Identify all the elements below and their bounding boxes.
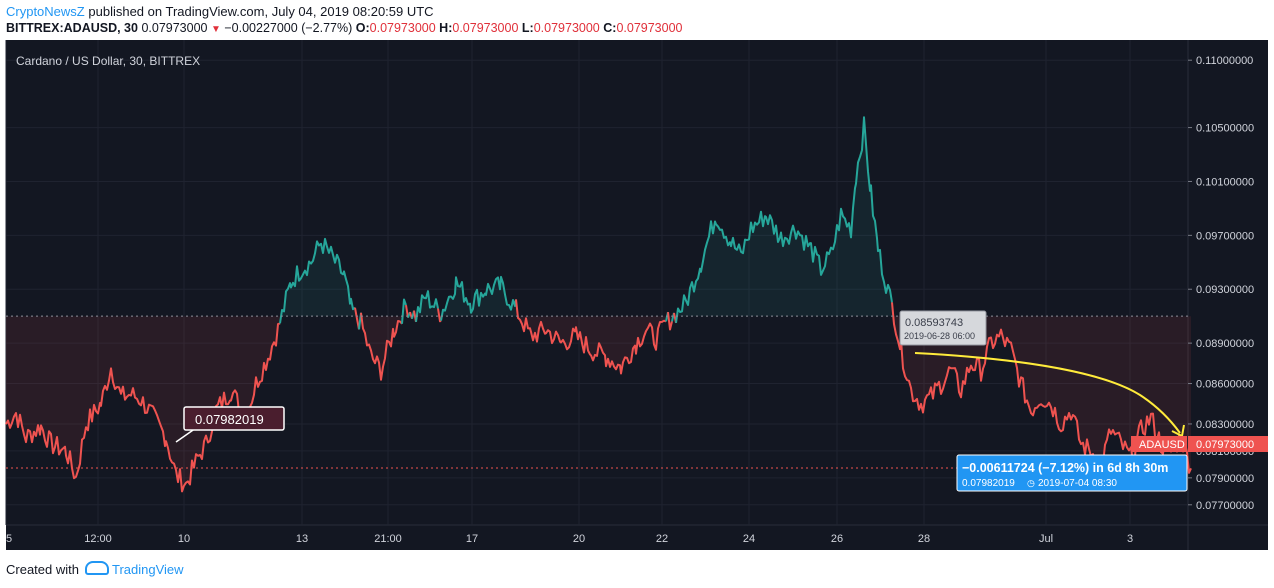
x-tick-label-9: 26 (831, 533, 843, 545)
series-segment-14 (515, 299, 667, 375)
price-chart[interactable]: 0.11000000 0.10500000 0.10100000 0.09700000… (0, 40, 1274, 550)
price-label-left: 0.07982019 (195, 412, 264, 427)
area-segment-0 (6, 316, 280, 492)
price-label-left-box[interactable] (183, 406, 285, 431)
chart-title: Cardano / US Dollar, 30, BITTREX (16, 54, 200, 68)
y-tick-label-2: 0.10100000 (1196, 176, 1254, 188)
last-symbol-tag (1131, 436, 1187, 452)
last-price-tag (1188, 436, 1268, 452)
measure-box[interactable] (956, 454, 1188, 492)
series-segment-19 (675, 116, 893, 324)
y-tick-label-4: 0.09300000 (1196, 284, 1254, 296)
y-tick-label-0: 0.11000000 (1196, 55, 1253, 67)
x-tick-label-11: Jul (1039, 533, 1053, 545)
y-tick-label-10: 0.07700000 (1196, 500, 1254, 512)
price-label-mid: 0.08593743 (905, 317, 963, 329)
x-tick-label-10: 28 (918, 533, 930, 545)
y-tick-label-7: 0.08300000 (1196, 419, 1254, 431)
trend-curve (914, 352, 1181, 434)
y-tick-label-3: 0.09700000 (1196, 230, 1254, 242)
symbol-label: BITTREX:ADAUSD, 30 (6, 21, 138, 35)
y-tick-label-1: 0.10500000 (1196, 123, 1254, 135)
y-tick-label-5: 0.08900000 (1196, 338, 1254, 350)
x-tick-label-0: 5 (6, 533, 12, 545)
close-value: 0.07973000 (616, 21, 683, 35)
high-value: 0.07973000 (452, 21, 519, 35)
x-tick-label-3: 13 (296, 533, 308, 545)
measure-line1: −0.00611724 (−7.12%) in 6d 8h 30m (962, 461, 1168, 475)
series-segment-4 (360, 312, 403, 381)
x-tick-label-8: 24 (743, 533, 755, 545)
open-value: 0.07973000 (369, 21, 436, 35)
series-segment-0 (5, 322, 281, 493)
x-tick-label-4: 21:00 (374, 533, 402, 545)
series-segment-20 (891, 302, 1192, 474)
change-value: −0.00227000 (−2.77%) (224, 21, 353, 35)
x-axis-background (6, 525, 1268, 550)
last-price-label: 0.07973000 (1196, 439, 1254, 451)
series-segment-2 (354, 307, 360, 330)
area-segment-19 (676, 117, 892, 323)
high-label: H: (439, 21, 453, 35)
x-tick-label-7: 22 (656, 533, 668, 545)
open-label: O: (355, 21, 370, 35)
area-segment-4 (361, 312, 402, 380)
low-value: 0.07973000 (533, 21, 600, 35)
date-label-mid: 2019-06-28 06:00 (904, 331, 975, 341)
x-tick-label-2: 10 (178, 533, 190, 545)
series-segment-6 (405, 304, 409, 318)
x-tick-label-12: 3 (1127, 533, 1133, 545)
last-symbol-label: ADAUSD (1139, 439, 1185, 451)
last-price: 0.07973000 (141, 21, 208, 35)
down-arrow-icon: ▼ (210, 24, 221, 35)
close-label: C: (603, 21, 617, 35)
x-tick-label-5: 17 (466, 533, 478, 545)
series-segment-12 (437, 308, 442, 323)
ohlc-line: BITTREX:ADAUSD, 30 0.07973000 ▼ −0.00227… (6, 21, 683, 35)
grid (5, 40, 1188, 525)
series-segment-11 (415, 290, 439, 323)
measure-line2-date: 2019-07-04 08:30 (1038, 478, 1117, 489)
clock-icon: ◷ (1027, 478, 1035, 488)
area-segment-11 (416, 291, 438, 322)
series-lines (5, 116, 1192, 493)
area-segment-13 (441, 276, 516, 321)
created-with-label: Created with (6, 562, 79, 577)
x-tick-label-6: 20 (573, 533, 585, 545)
low-label: L: (521, 21, 534, 35)
publish-line: CryptoNewsZ published on TradingView.com… (6, 4, 434, 19)
y-tick-label-6: 0.08600000 (1196, 379, 1254, 391)
tradingview-brand[interactable]: TradingView (112, 562, 184, 577)
area-segment-14 (516, 299, 666, 374)
y-tick-label-9: 0.07900000 (1196, 473, 1254, 485)
series-segment-16 (667, 311, 673, 331)
series-segment-13 (440, 275, 517, 321)
publisher-link[interactable]: CryptoNewsZ (6, 4, 85, 19)
measure-line2-price: 0.07982019 (962, 478, 1015, 489)
series-segment-1 (279, 237, 356, 324)
price-label-mid-box[interactable] (899, 310, 987, 346)
x-tick-label-1: 12:00 (84, 533, 112, 545)
footer: Created with TradingView (6, 561, 184, 577)
x-axis-ticks: 5 12:00 10 13 21:00 17 20 22 24 26 28 Jul 3 (6, 533, 1133, 545)
tradingview-cloud-icon (84, 561, 109, 575)
published-text: published on TradingView.com, July 04, 2… (88, 4, 434, 19)
